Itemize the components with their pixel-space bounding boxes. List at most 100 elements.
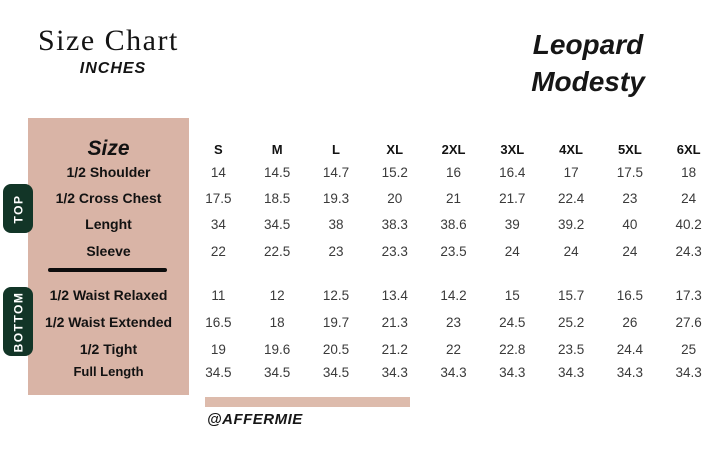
table-row: Full Length 34.5 34.5 34.5 34.3 34.3 34.… [28, 362, 718, 382]
cell: 23 [446, 314, 462, 330]
cell: 16.5 [616, 287, 643, 303]
cell: 34.3 [675, 364, 702, 380]
cell: 14.7 [322, 164, 350, 180]
cell: 38.6 [440, 216, 467, 232]
column-header: 6XL [676, 141, 701, 157]
cell: 18 [681, 164, 697, 180]
cell: 22 [210, 243, 226, 259]
table-row: Sleeve 22 22.5 23 23.3 23.5 24 24 24 24.… [28, 241, 718, 261]
corner-label: Size [87, 137, 130, 160]
cell: 17.5 [205, 190, 232, 206]
cell: 23.3 [381, 243, 408, 259]
cell: 23 [328, 243, 344, 259]
brand-handle: @AFFERMIE [207, 411, 303, 428]
cell: 40 [622, 216, 638, 232]
cell: 25.2 [557, 314, 585, 330]
table-row: 1/2 Waist Extended 16.5 18 19.7 21.3 23 … [28, 312, 718, 332]
table-row: 1/2 Shoulder 14 14.5 14.7 15.2 16 16.4 1… [28, 162, 718, 182]
cell: 38.3 [381, 216, 408, 232]
product-name-line1: Leopard [532, 29, 644, 60]
product-name: Leopard Modesty [498, 26, 678, 100]
cell: 14 [210, 164, 226, 180]
column-header: 4XL [559, 141, 583, 157]
cell: 25 [681, 341, 697, 357]
row-label: Sleeve [86, 243, 131, 259]
table-header-row: Size S M L XL 2XL 3XL 4XL 5XL 6XL [28, 137, 718, 160]
section-divider [48, 268, 167, 272]
row-label: 1/2 Tight [79, 341, 138, 357]
cell: 34.3 [381, 364, 408, 380]
cell: 34.3 [616, 364, 643, 380]
cell: 15 [504, 287, 520, 303]
cell: 12.5 [322, 287, 350, 303]
page-title: Size Chart [38, 24, 179, 57]
cell: 26 [622, 314, 638, 330]
cell: 34.5 [264, 216, 291, 232]
cell: 39.2 [557, 216, 585, 232]
cell: 24.4 [616, 341, 643, 357]
cell: 21.3 [381, 314, 408, 330]
cell: 24 [563, 243, 579, 259]
cell: 34.3 [440, 364, 467, 380]
row-label: 1/2 Cross Chest [55, 190, 162, 206]
cell: 34 [210, 216, 226, 232]
cell: 34.5 [205, 364, 232, 380]
cell: 14.5 [264, 164, 291, 180]
column-header: 5XL [617, 141, 642, 157]
cell: 22.5 [264, 243, 291, 259]
row-label: Lenght [85, 216, 132, 232]
footer-accent-bar [205, 397, 410, 407]
column-header: M [271, 141, 283, 157]
row-label: Full Length [73, 364, 144, 379]
table-row: 1/2 Cross Chest 17.5 18.5 19.3 20 21 21.… [28, 188, 718, 208]
cell: 19.7 [322, 314, 350, 330]
cell: 22.8 [499, 341, 526, 357]
cell: 19.3 [322, 190, 350, 206]
cell: 34.3 [499, 364, 526, 380]
cell: 21 [446, 190, 462, 206]
product-name-line2: Modesty [531, 66, 645, 97]
cell: 15.7 [557, 287, 585, 303]
cell: 16 [446, 164, 462, 180]
cell: 21.2 [381, 341, 408, 357]
column-header: 3XL [500, 141, 525, 157]
cell: 24.3 [675, 243, 702, 259]
cell: 34.5 [322, 364, 350, 380]
cell: 16.5 [205, 314, 232, 330]
unit-label: INCHES [79, 60, 147, 77]
cell: 19.6 [264, 341, 291, 357]
cell: 17 [563, 164, 579, 180]
section-tab-top-label: TOP [10, 194, 25, 223]
label-column-panel [28, 118, 189, 395]
cell: 17.3 [675, 287, 702, 303]
cell: 23.5 [440, 243, 467, 259]
cell: 23.5 [557, 341, 585, 357]
cell: 27.6 [675, 314, 702, 330]
cell: 17.5 [616, 164, 643, 180]
column-header: L [331, 141, 340, 157]
cell: 24 [622, 243, 638, 259]
cell: 24 [681, 190, 697, 206]
cell: 15.2 [381, 164, 408, 180]
row-label: 1/2 Shoulder [66, 164, 151, 180]
table-row: 1/2 Tight 19 19.6 20.5 21.2 22 22.8 23.5… [28, 339, 718, 359]
column-header: XL [386, 141, 404, 157]
cell: 24 [504, 243, 520, 259]
cell: 21.7 [499, 190, 526, 206]
cell: 34.3 [557, 364, 585, 380]
cell: 18.5 [264, 190, 291, 206]
cell: 14.2 [440, 287, 467, 303]
cell: 16.4 [499, 164, 526, 180]
cell: 39 [504, 216, 520, 232]
row-label: 1/2 Waist Relaxed [49, 287, 168, 303]
cell: 20.5 [322, 341, 350, 357]
cell: 18 [269, 314, 285, 330]
section-tab-top: TOP [3, 184, 33, 233]
cell: 34.5 [264, 364, 291, 380]
cell: 13.4 [381, 287, 408, 303]
cell: 23 [622, 190, 638, 206]
cell: 24.5 [499, 314, 526, 330]
cell: 22.4 [557, 190, 585, 206]
cell: 19 [210, 341, 226, 357]
